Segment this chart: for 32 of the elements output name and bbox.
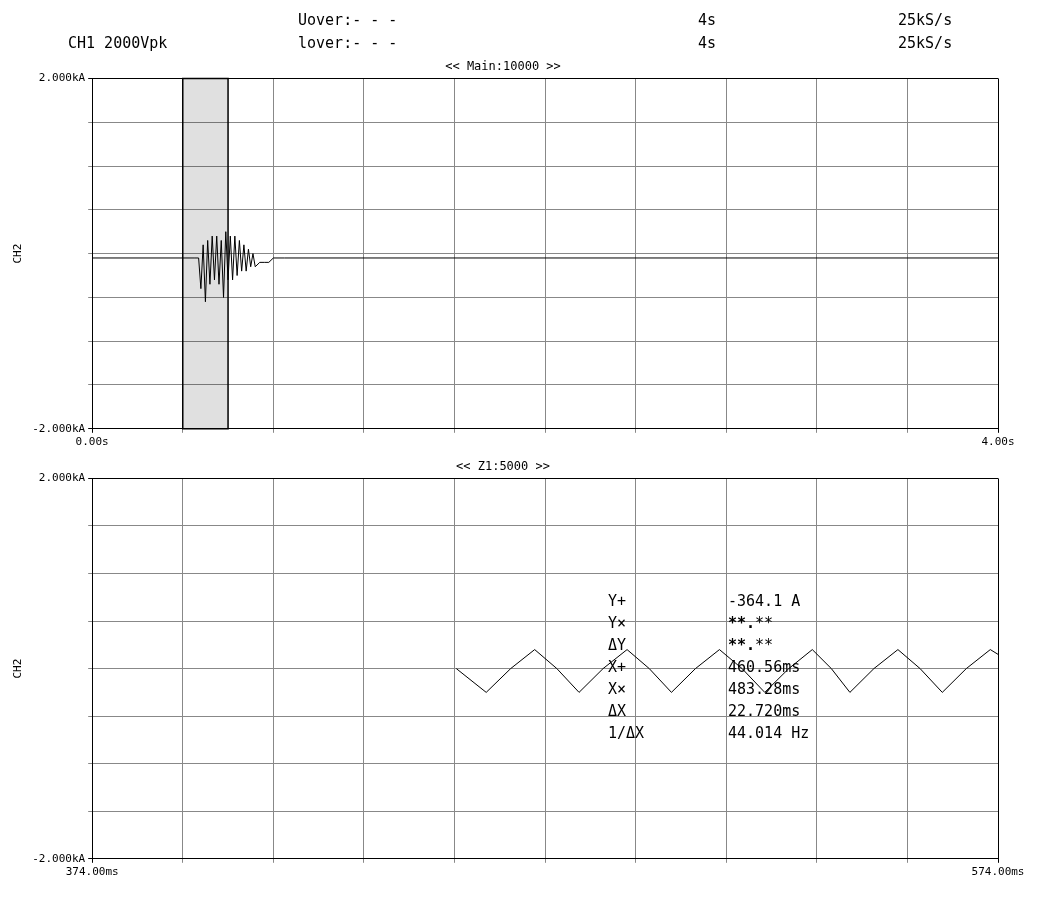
x-tick-label: 374.00ms bbox=[65, 865, 119, 879]
text: Uover:- - - bbox=[298, 11, 399, 29]
annotation: **.** bbox=[728, 636, 775, 654]
y-axis-title: CH2 bbox=[11, 243, 25, 264]
annotation: 483.28ms bbox=[728, 680, 802, 698]
y-tick-label: -2.000kA bbox=[32, 851, 86, 865]
annotation: **.** bbox=[728, 614, 775, 632]
annotation: ΔY bbox=[608, 636, 628, 654]
text: 25kS/s bbox=[898, 11, 954, 29]
annotation: ΔX bbox=[608, 702, 628, 720]
y-tick-label: -2.000kA bbox=[32, 421, 86, 435]
chart-title: << Z1:5000 >> bbox=[456, 459, 550, 474]
annotation: X+ bbox=[608, 658, 628, 676]
x-tick-label: 0.00s bbox=[75, 435, 109, 449]
y-tick-label: 2.000kA bbox=[38, 471, 86, 485]
text: 25kS/s bbox=[898, 34, 954, 52]
text: 4s bbox=[698, 11, 718, 29]
annotation: 22.720ms bbox=[728, 702, 802, 720]
text: lover:- - - bbox=[298, 34, 399, 52]
chart-title: << Main:10000 >> bbox=[445, 59, 561, 74]
x-tick-label: 4.00s bbox=[981, 435, 1015, 449]
annotation: Y× bbox=[608, 614, 628, 632]
annotation: -364.1 A bbox=[728, 592, 802, 610]
text: CH1 2000Vpk bbox=[68, 34, 169, 52]
y-axis-title: CH2 bbox=[11, 658, 25, 679]
annotation: Y+ bbox=[608, 592, 628, 610]
annotation: 1/ΔX bbox=[608, 724, 646, 742]
annotation: 44.014 Hz bbox=[728, 724, 811, 742]
text: 4s bbox=[698, 34, 718, 52]
annotation: X× bbox=[608, 680, 628, 698]
x-tick-label: 574.00ms bbox=[971, 865, 1025, 879]
y-tick-label: 2.000kA bbox=[38, 71, 86, 85]
